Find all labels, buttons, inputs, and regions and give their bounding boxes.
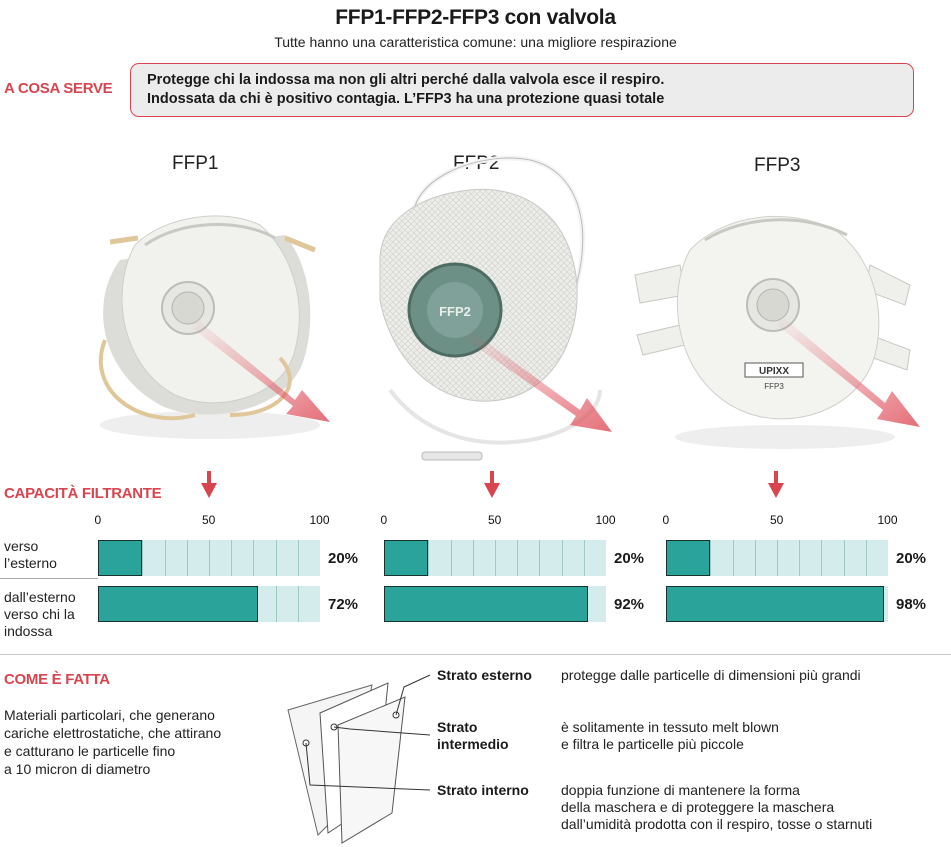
layer-name-outer: Strato esterno bbox=[437, 667, 532, 683]
grid-line bbox=[799, 540, 801, 576]
section-divider bbox=[0, 654, 951, 655]
grid-line bbox=[450, 540, 452, 576]
axis-tick-label: 100 bbox=[877, 513, 898, 527]
layers-diagram bbox=[287, 674, 431, 844]
down-arrow-icon bbox=[484, 471, 500, 498]
axis-tick-label: 0 bbox=[662, 513, 670, 527]
bar-inward bbox=[666, 586, 884, 622]
grid-line bbox=[297, 586, 299, 622]
filter-chart-ffp3: 0 50 100 20% 98% bbox=[662, 513, 936, 625]
bar-outward bbox=[98, 540, 143, 576]
axis-tick-label: 100 bbox=[595, 513, 616, 527]
grid-line bbox=[142, 540, 144, 576]
axis-tick-label: 100 bbox=[309, 513, 330, 527]
bar-outward bbox=[666, 540, 711, 576]
grid-line bbox=[472, 540, 474, 576]
mask-label-ffp3: FFP3 bbox=[754, 155, 801, 176]
grid-line bbox=[754, 540, 756, 576]
ffp3-mask-illustration: UPIXX FFP3 bbox=[634, 215, 920, 449]
grid-line bbox=[253, 540, 255, 576]
grid-line bbox=[428, 540, 430, 576]
grid-line bbox=[777, 540, 778, 576]
filter-chart-ffp1: 0 50 100 20% 72% bbox=[94, 513, 368, 625]
bar-value-label: 20% bbox=[614, 550, 645, 567]
ffp3-brand-print: UPIXX bbox=[759, 366, 789, 377]
ffp3-class-print: FFP3 bbox=[764, 382, 784, 391]
grid-line bbox=[231, 540, 233, 576]
grid-line bbox=[583, 540, 585, 576]
grid-line bbox=[821, 540, 823, 576]
bar-inward bbox=[384, 586, 589, 622]
bar-value-label: 98% bbox=[896, 596, 927, 613]
grid-line bbox=[732, 540, 734, 576]
grid-line bbox=[517, 540, 519, 576]
layer-name-inner: Strato interno bbox=[437, 782, 529, 798]
bar-value-label: 72% bbox=[328, 596, 359, 613]
section-label-construction: COME È FATTA bbox=[4, 671, 110, 688]
grid-line bbox=[539, 540, 541, 576]
bar-value-label: 20% bbox=[896, 550, 927, 567]
bar-value-label: 92% bbox=[614, 596, 645, 613]
axis-tick-label: 50 bbox=[202, 513, 216, 527]
row-label-outward: verso l’esterno bbox=[4, 538, 57, 571]
layer-desc-outer: protegge dalle particelle di dimensioni … bbox=[561, 667, 861, 683]
layer-desc-inner: doppia funzione di mantenere la forma de… bbox=[561, 782, 873, 832]
ffp2-valve-print: FFP2 bbox=[439, 304, 471, 319]
down-arrow-icon bbox=[768, 471, 784, 498]
mask-label-ffp1: FFP1 bbox=[172, 153, 219, 174]
layer-name-middle: Strato intermedio bbox=[437, 719, 509, 752]
section-label-purpose: A COSA SERVE bbox=[4, 80, 113, 97]
axis-tick-label: 50 bbox=[488, 513, 502, 527]
ffp2-mask-illustration: FFP2 bbox=[379, 155, 612, 461]
grid-line bbox=[865, 540, 867, 576]
grid-line bbox=[495, 540, 496, 576]
page-subtitle: Tutte hanno una caratteristica comune: u… bbox=[274, 34, 677, 50]
grid-line bbox=[275, 586, 277, 622]
grid-line bbox=[843, 540, 845, 576]
purpose-callout: Protegge chi la indossa ma non gli altri… bbox=[130, 63, 914, 117]
bar-outward bbox=[384, 540, 429, 576]
row-label-inward: dall’esterno verso chi la indossa bbox=[4, 589, 76, 639]
row-separator bbox=[0, 578, 98, 579]
filter-chart-ffp2: 0 50 100 20% 92% bbox=[380, 513, 654, 625]
grid-line bbox=[164, 540, 166, 576]
bar-inward bbox=[98, 586, 258, 622]
bar-value-label: 20% bbox=[328, 550, 359, 567]
axis-tick-label: 50 bbox=[770, 513, 784, 527]
down-arrow-icon bbox=[201, 471, 217, 498]
grid-line bbox=[710, 540, 712, 576]
page-title: FFP1-FFP2-FFP3 con valvola bbox=[335, 6, 616, 29]
grid-line bbox=[297, 540, 299, 576]
section-label-capacity: CAPACITÀ FILTRANTE bbox=[4, 485, 162, 502]
axis-tick-label: 0 bbox=[94, 513, 102, 527]
grid-line bbox=[561, 540, 563, 576]
grid-line bbox=[209, 540, 210, 576]
layer-desc-middle: è solitamente in tessuto melt blown e fi… bbox=[561, 719, 779, 752]
purpose-line-2: Indossata da chi è positivo contagia. L’… bbox=[147, 91, 665, 107]
grid-line bbox=[186, 540, 188, 576]
ffp1-mask-illustration bbox=[98, 215, 330, 439]
grid-line bbox=[275, 540, 277, 576]
construction-description: Materiali particolari, che generano cari… bbox=[4, 707, 222, 777]
purpose-line-1: Protegge chi la indossa ma non gli altri… bbox=[147, 72, 665, 88]
axis-tick-label: 0 bbox=[380, 513, 388, 527]
